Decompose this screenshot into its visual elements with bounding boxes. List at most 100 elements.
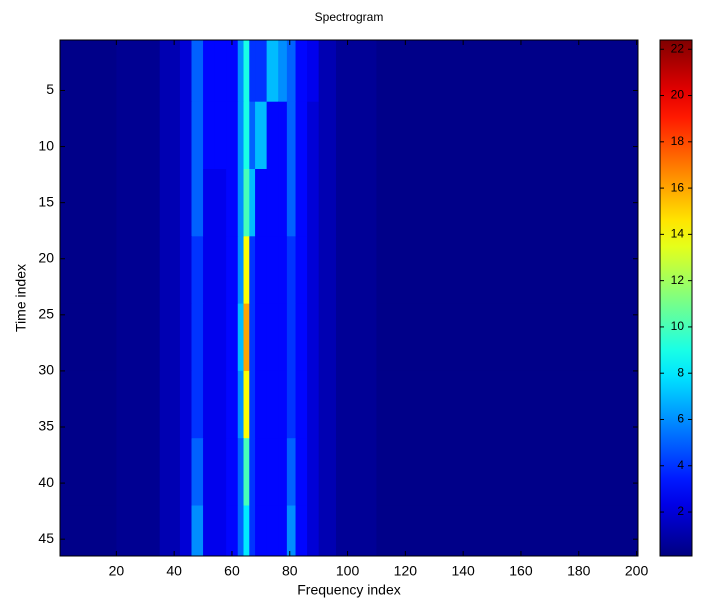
heatmap-cell (191, 169, 204, 237)
heatmap-cell (60, 438, 117, 507)
colorbar-tick-label: 16 (671, 180, 685, 194)
heatmap-cell (295, 438, 308, 507)
heatmap-cell (116, 438, 161, 507)
heatmap-cell (307, 101, 320, 170)
heatmap-cell (60, 169, 117, 237)
y-tick-label: 10 (38, 137, 54, 153)
heatmap-cell (159, 236, 181, 305)
heatmap-cell (249, 303, 256, 372)
heatmap-cell (335, 370, 377, 439)
heatmap-cell (60, 236, 117, 305)
heatmap-cell (318, 169, 337, 237)
heatmap-cell (203, 40, 216, 103)
heatmap-cell (307, 169, 320, 237)
heatmap-cell (286, 169, 297, 237)
y-tick-label: 5 (46, 81, 54, 97)
heatmap-cell (376, 40, 639, 103)
heatmap-cell (266, 505, 279, 557)
heatmap-cell (191, 505, 204, 557)
heatmap-cell (179, 505, 192, 557)
x-tick-label: 80 (282, 563, 298, 579)
heatmap-cell (376, 236, 639, 305)
heatmap-cell (286, 370, 297, 439)
colorbar-tick-label: 8 (677, 365, 684, 379)
heatmap-cell (203, 505, 216, 557)
heatmap-cell (278, 505, 288, 557)
y-tick-label: 45 (38, 530, 54, 546)
y-axis-label: Time index (13, 264, 29, 332)
heatmap-cell (335, 438, 377, 507)
x-tick-label: 200 (625, 563, 649, 579)
heatmap-cell (255, 370, 268, 439)
heatmap-cell (237, 101, 245, 170)
x-tick-label: 20 (109, 563, 125, 579)
heatmap-cell (266, 169, 279, 237)
heatmap-cell (159, 370, 181, 439)
colorbar (659, 39, 693, 557)
heatmap-cell (203, 101, 216, 170)
y-tick-label: 35 (38, 418, 54, 434)
heatmap-cell (318, 505, 337, 557)
heatmap-cell (243, 236, 250, 305)
heatmap-cell (255, 169, 268, 237)
heatmap-cell (335, 505, 377, 557)
heatmap-cell (278, 169, 288, 237)
heatmap-cell (307, 370, 320, 439)
heatmap-cell (214, 505, 227, 557)
heatmap-cell (159, 505, 181, 557)
colorbar-tick-label: 6 (677, 412, 684, 426)
heatmap-cell (226, 40, 239, 103)
colorbar-tick-label: 2 (677, 504, 684, 518)
heatmap-cell (159, 40, 181, 103)
x-axis-label: Frequency index (297, 582, 401, 598)
heatmap-cell (318, 101, 337, 170)
heatmap-cell (295, 505, 308, 557)
heatmap-cell (266, 438, 279, 507)
chart-title: Spectrogram (315, 10, 384, 24)
heatmap-cell (249, 236, 256, 305)
heatmap-cell (307, 303, 320, 372)
heatmap-cell (249, 101, 256, 170)
heatmap-cell (278, 438, 288, 507)
heatmap-cell (116, 169, 161, 237)
heatmap-cell (376, 303, 639, 372)
heatmap-cell (278, 370, 288, 439)
heatmap-cell (295, 40, 308, 103)
colorbar-tick-label: 18 (671, 134, 685, 148)
heatmap-cell (237, 236, 245, 305)
heatmap-cell (335, 101, 377, 170)
heatmap-cell (60, 101, 117, 170)
colorbar-tick-label: 20 (671, 88, 685, 102)
heatmap-cell (249, 505, 256, 557)
heatmap-cell (243, 101, 250, 170)
heatmap-cell (286, 101, 297, 170)
heatmap-cell (226, 505, 239, 557)
heatmap-cell (318, 438, 337, 507)
heatmap-cell (266, 101, 279, 170)
heatmap-cell (376, 438, 639, 507)
heatmap-cell (335, 40, 377, 103)
heatmap-cell (278, 303, 288, 372)
heatmap-cell (278, 236, 288, 305)
heatmap-cell (214, 438, 227, 507)
heatmap-cell (266, 236, 279, 305)
x-tick-label: 40 (166, 563, 182, 579)
heatmap-cell (295, 101, 308, 170)
heatmap-cell (286, 40, 297, 103)
heatmap-cell (255, 438, 268, 507)
heatmap-cell (286, 505, 297, 557)
heatmap-cell (116, 101, 161, 170)
heatmap-cell (335, 236, 377, 305)
heatmap-cell (286, 236, 297, 305)
heatmap-cell (307, 236, 320, 305)
heatmap-cell (159, 303, 181, 372)
x-tick-label: 60 (224, 563, 240, 579)
y-tick-label: 40 (38, 474, 54, 490)
heatmap-cell (249, 40, 256, 103)
heatmap-cell (203, 303, 216, 372)
heatmap-cell (243, 505, 250, 557)
heatmap-cell (243, 438, 250, 507)
heatmap-cell (249, 438, 256, 507)
heatmap-cell (226, 236, 239, 305)
